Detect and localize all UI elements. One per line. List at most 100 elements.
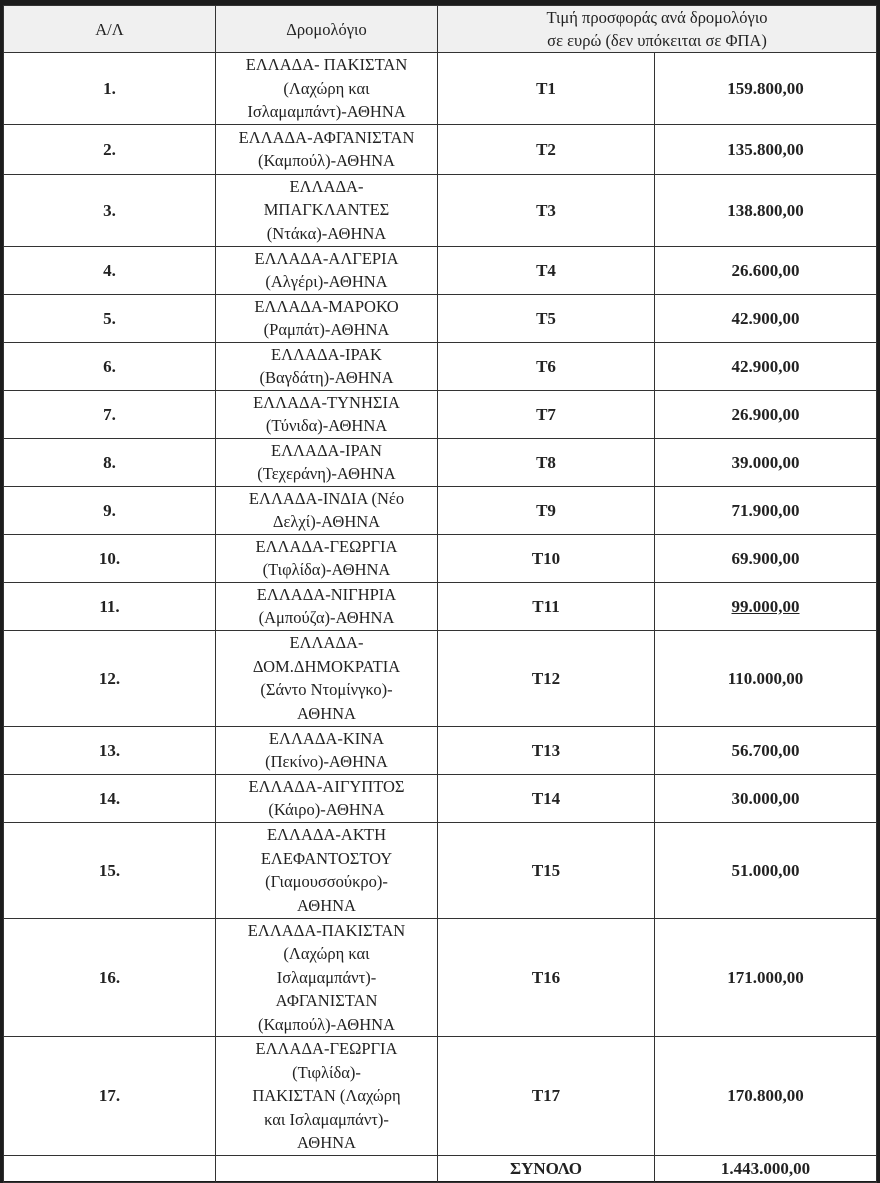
row-index: 1. xyxy=(3,52,216,125)
route-price: 170.800,00 xyxy=(654,1036,877,1156)
row-index: 4. xyxy=(3,245,216,295)
route-cell: ΕΛΛΑΔΑ-ΓΕΩΡΓΙΑ (Τιφλίδα)- ΠΑΚΙΣΤΑΝ (Λαχώρη… xyxy=(215,1036,438,1156)
row-index: 7. xyxy=(3,389,216,439)
row-index: 6. xyxy=(3,341,216,391)
route-code: T13 xyxy=(437,725,655,775)
table-row: 1. ΕΛΛΑΔΑ- ΠΑΚΙΣΤΑΝ (Λαχώρη και Ισλαμαμπάντ… xyxy=(3,52,877,125)
row-index: 2. xyxy=(3,123,216,175)
price-value: 51.000,00 xyxy=(731,860,800,880)
table-row: 7. ΕΛΛΑΔΑ-ΤΥΝΗΣΙΑ (Τύνιδα)-ΑΘΗΝΑ T7 26.900,0… xyxy=(3,389,877,439)
route-price: 26.600,00 xyxy=(654,245,877,295)
route-price: 159.800,00 xyxy=(654,52,877,125)
price-value: 42.900,00 xyxy=(731,356,800,376)
table-row: 15. ΕΛΛΑΔΑ-ΑΚΤΗ ΕΛΕΦΑΝΤΟΣΤΟΥ (Γιαμουσσούκρο… xyxy=(3,821,877,919)
route-cell: ΕΛΛΑΔΑ-ΠΑΚΙΣΤΑΝ (Λαχώρη και Ισλαμαμπάντ)- Α… xyxy=(215,917,438,1037)
route-price: 69.900,00 xyxy=(654,533,877,583)
route-line: ΕΛΛΑΔΑ-ΜΑΡΟΚΟ xyxy=(254,296,399,316)
row-index: 9. xyxy=(3,485,216,535)
route-line: (Τιφλίδα)-ΑΘΗΝΑ xyxy=(262,560,391,579)
route-price: 26.900,00 xyxy=(654,389,877,439)
price-value: 135.800,00 xyxy=(727,139,804,159)
route-line: ΕΛΛΑΔΑ-ΑΦΓΑΝΙΣΤΑΝ xyxy=(238,127,415,147)
route-cell: ΕΛΛΑΔΑ- ΠΑΚΙΣΤΑΝ (Λαχώρη και Ισλαμαμπάντ)-… xyxy=(215,52,438,125)
price-value: 138.800,00 xyxy=(727,200,804,220)
routes-price-table: Α/Λ Δρομολόγιο Τιμή προσφοράς ανά δρομολ… xyxy=(3,5,877,1183)
price-value: 26.900,00 xyxy=(731,404,800,424)
route-price: 42.900,00 xyxy=(654,341,877,391)
route-cell: ΕΛΛΑΔΑ-ΑΛΓΕΡΙΑ (Αλγέρι)-ΑΘΗΝΑ xyxy=(215,245,438,295)
price-value: 30.000,00 xyxy=(731,788,800,808)
price-value: 69.900,00 xyxy=(731,548,800,568)
route-code: T5 xyxy=(437,293,655,343)
total-row: ΣΥΝΟΛΟ 1.443.000,00 xyxy=(3,1154,877,1183)
price-value: 110.000,00 xyxy=(727,668,804,688)
row-index: 12. xyxy=(3,629,216,727)
route-line: (Αλγέρι)-ΑΘΗΝΑ xyxy=(265,272,388,291)
route-line: ΜΠΑΓΚΛΑΝΤΕΣ xyxy=(263,200,390,220)
table-row: 11. ΕΛΛΑΔΑ-ΝΙΓΗΡΙΑ (Αμπούζα)-ΑΘΗΝΑ T11 99.00… xyxy=(3,581,877,631)
table-header-row: Α/Λ Δρομολόγιο Τιμή προσφοράς ανά δρομολ… xyxy=(3,5,877,53)
route-line: ΕΛΛΑΔΑ- ΠΑΚΙΣΤΑΝ xyxy=(245,55,408,74)
price-value: 56.700,00 xyxy=(731,740,800,760)
route-price: 42.900,00 xyxy=(654,293,877,343)
table-row: 2. ΕΛΛΑΔΑ-ΑΦΓΑΝΙΣΤΑΝ (Καμπούλ)-ΑΘΗΝΑ T2 135.… xyxy=(3,123,877,175)
route-cell: ΕΛΛΑΔΑ- ΔΟΜ.ΔΗΜΟΚΡΑΤΙΑ (Σάντο Ντομίνγκο)- Α… xyxy=(215,629,438,727)
route-line: (Λαχώρη και xyxy=(283,78,370,98)
route-line: ΕΛΛΑΔΑ-ΤΥΝΗΣΙΑ xyxy=(253,392,400,412)
route-code: T15 xyxy=(437,821,655,919)
route-line: ΕΛΛΑΔΑ-ΑΙΓΥΠΤΟΣ xyxy=(248,776,405,796)
total-value: 1.443.000,00 xyxy=(654,1154,877,1183)
route-code: T11 xyxy=(437,581,655,631)
table-row: 10. ΕΛΛΑΔΑ-ΓΕΩΡΓΙΑ (Τιφλίδα)-ΑΘΗΝΑ T10 69.90… xyxy=(3,533,877,583)
route-line: Ισλαμαμπάντ)-ΑΘΗΝΑ xyxy=(247,102,406,121)
route-code: T12 xyxy=(437,629,655,727)
route-code: T14 xyxy=(437,773,655,823)
route-line: Ισλαμαμπάντ)- xyxy=(276,967,377,987)
route-code: T10 xyxy=(437,533,655,583)
route-line: (Ραμπάτ)-ΑΘΗΝΑ xyxy=(263,320,390,339)
route-cell: ΕΛΛΑΔΑ-ΜΑΡΟΚΟ (Ραμπάτ)-ΑΘΗΝΑ xyxy=(215,293,438,343)
total-label: ΣΥΝΟΛΟ xyxy=(437,1154,655,1183)
row-index: 10. xyxy=(3,533,216,583)
route-line: (Καμπούλ)-ΑΘΗΝΑ xyxy=(258,151,395,170)
route-line: (Σάντο Ντομίνγκο)- xyxy=(260,680,393,699)
route-price: 51.000,00 xyxy=(654,821,877,919)
price-value: 170.800,00 xyxy=(727,1086,804,1106)
route-code: T9 xyxy=(437,485,655,535)
document-page: Α/Λ Δρομολόγιο Τιμή προσφοράς ανά δρομολ… xyxy=(3,5,877,1183)
empty-cell xyxy=(3,1154,216,1183)
route-code: T1 xyxy=(437,52,655,125)
row-index: 13. xyxy=(3,725,216,775)
route-price: 56.700,00 xyxy=(654,725,877,775)
route-code: T8 xyxy=(437,437,655,487)
price-value: 39.000,00 xyxy=(731,452,800,472)
route-price: 138.800,00 xyxy=(654,173,877,247)
route-price: 39.000,00 xyxy=(654,437,877,487)
route-cell: ΕΛΛΑΔΑ-ΑΙΓΥΠΤΟΣ (Κάιρο)-ΑΘΗΝΑ xyxy=(215,773,438,823)
route-cell: ΕΛΛΑΔΑ-ΤΥΝΗΣΙΑ (Τύνιδα)-ΑΘΗΝΑ xyxy=(215,389,438,439)
row-index: 8. xyxy=(3,437,216,487)
route-line: Δελχί)-ΑΘΗΝΑ xyxy=(272,512,381,531)
row-index: 3. xyxy=(3,173,216,247)
header-price-line2: σε ευρώ (δεν υπόκειται σε ΦΠΑ) xyxy=(547,31,767,50)
route-line: (Τεχεράνη)-ΑΘΗΝΑ xyxy=(257,464,396,483)
route-cell: ΕΛΛΑΔΑ-ΝΙΓΗΡΙΑ (Αμπούζα)-ΑΘΗΝΑ xyxy=(215,581,438,631)
route-line: ΑΘΗΝΑ xyxy=(297,1133,356,1152)
route-line: (Καμπούλ)-ΑΘΗΝΑ xyxy=(258,1014,395,1034)
route-cell: ΕΛΛΑΔΑ-ΑΦΓΑΝΙΣΤΑΝ (Καμπούλ)-ΑΘΗΝΑ xyxy=(215,123,438,175)
route-line: ΕΛΛΑΔΑ-ΑΚΤΗ xyxy=(266,825,387,844)
header-price-line1: Τιμή προσφοράς ανά δρομολόγιο xyxy=(546,8,768,27)
route-line: (Γιαμουσσούκρο)- xyxy=(265,872,388,891)
route-code: T3 xyxy=(437,173,655,247)
route-price: 99.000,00 xyxy=(654,581,877,631)
route-line: ΔΟΜ.ΔΗΜΟΚΡΑΤΙΑ xyxy=(252,656,401,676)
route-line: (Πεκίνο)-ΑΘΗΝΑ xyxy=(265,752,388,771)
route-code: T7 xyxy=(437,389,655,439)
header-price: Τιμή προσφοράς ανά δρομολόγιο σε ευρώ (δ… xyxy=(437,5,877,53)
price-value: 99.000,00 xyxy=(731,596,800,616)
route-line: ΠΑΚΙΣΤΑΝ (Λαχώρη xyxy=(252,1086,401,1105)
table-row: 16. ΕΛΛΑΔΑ-ΠΑΚΙΣΤΑΝ (Λαχώρη και Ισλαμαμπάντ… xyxy=(3,917,877,1037)
table-row: 13. ΕΛΛΑΔΑ-ΚΙΝΑ (Πεκίνο)-ΑΘΗΝΑ T13 56.700,00 xyxy=(3,725,877,775)
route-cell: ΕΛΛΑΔΑ- ΜΠΑΓΚΛΑΝΤΕΣ (Ντάκα)-ΑΘΗΝΑ xyxy=(215,173,438,247)
route-line: ΑΘΗΝΑ xyxy=(297,703,356,723)
